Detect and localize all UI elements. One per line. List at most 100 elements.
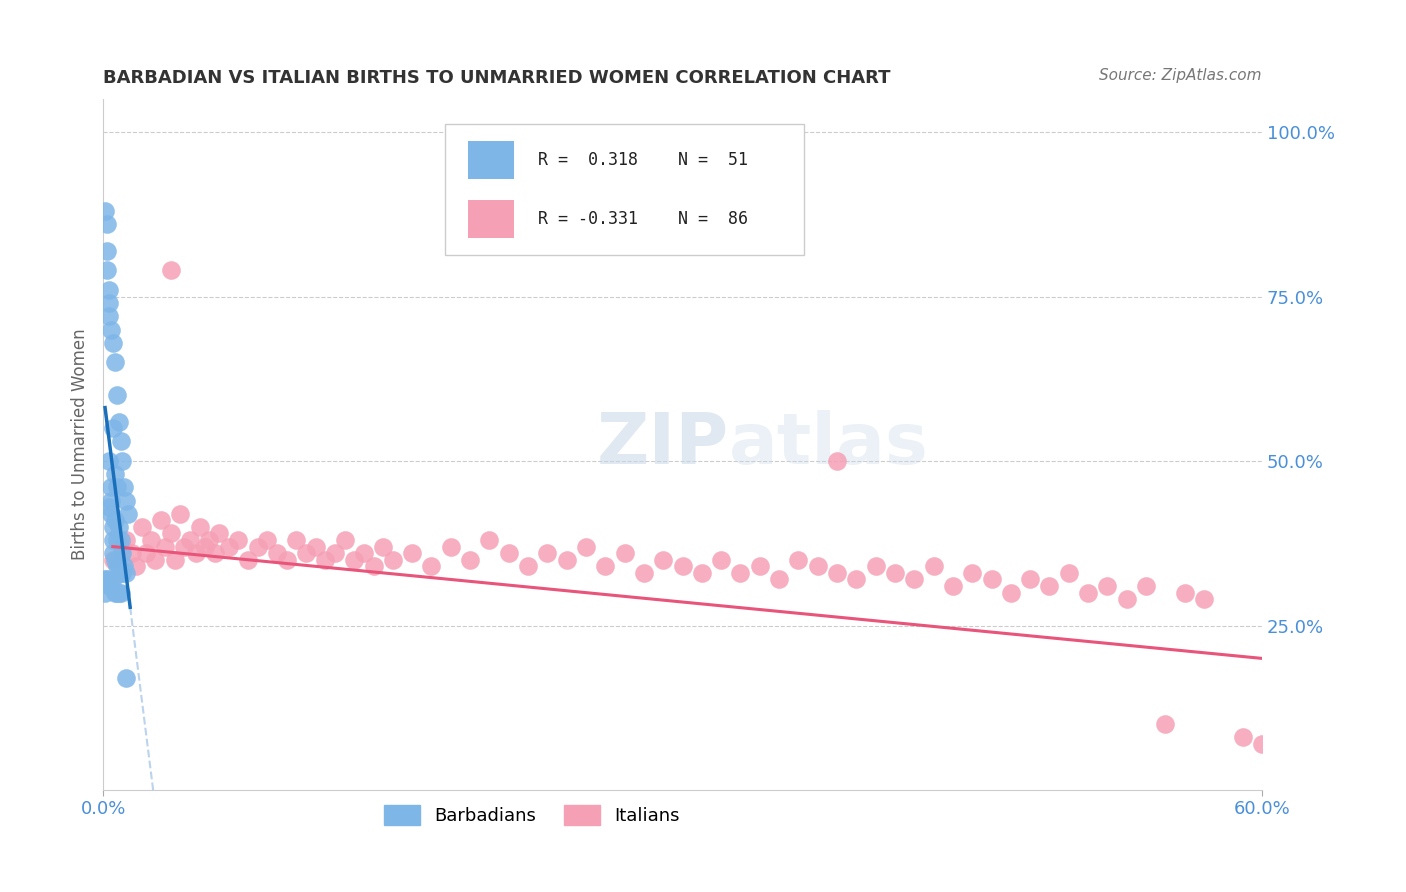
Point xyxy=(96,244,118,258)
Point xyxy=(710,553,733,567)
Point xyxy=(105,480,128,494)
Point xyxy=(373,540,395,554)
Point xyxy=(517,559,540,574)
Point xyxy=(922,559,945,574)
Point xyxy=(100,480,122,494)
Point xyxy=(101,573,124,587)
Point xyxy=(117,507,139,521)
Point xyxy=(115,493,138,508)
Point xyxy=(104,513,127,527)
Point xyxy=(204,546,226,560)
Point xyxy=(115,566,138,580)
Point xyxy=(960,566,983,580)
Point xyxy=(276,553,298,567)
Point xyxy=(690,566,713,580)
Y-axis label: Births to Unmarried Women: Births to Unmarried Women xyxy=(72,329,89,560)
Point xyxy=(96,573,118,587)
Point xyxy=(575,540,598,554)
Point xyxy=(163,553,186,567)
Point xyxy=(111,540,134,554)
Point xyxy=(105,559,128,574)
Point xyxy=(304,540,326,554)
Point xyxy=(94,204,117,219)
Point xyxy=(246,540,269,554)
Point xyxy=(169,507,191,521)
Point xyxy=(825,454,848,468)
Point xyxy=(314,553,336,567)
Point xyxy=(105,388,128,402)
Point xyxy=(115,671,138,685)
Point xyxy=(104,553,127,567)
Point xyxy=(218,540,240,554)
Point xyxy=(104,467,127,482)
Point xyxy=(110,566,132,580)
Text: BARBADIAN VS ITALIAN BIRTHS TO UNMARRIED WOMEN CORRELATION CHART: BARBADIAN VS ITALIAN BIRTHS TO UNMARRIED… xyxy=(103,69,890,87)
Point xyxy=(1019,573,1042,587)
Point xyxy=(105,585,128,599)
Text: ZIP: ZIP xyxy=(596,410,728,479)
Point xyxy=(112,559,135,574)
Text: Source: ZipAtlas.com: Source: ZipAtlas.com xyxy=(1099,69,1263,83)
Point xyxy=(100,579,122,593)
Point xyxy=(107,559,129,574)
Point xyxy=(1154,717,1177,731)
Point xyxy=(787,553,810,567)
Point xyxy=(980,573,1002,587)
Point xyxy=(1135,579,1157,593)
Point xyxy=(150,513,173,527)
Text: R = -0.331    N =  86: R = -0.331 N = 86 xyxy=(537,210,748,227)
Point xyxy=(198,533,221,547)
Point xyxy=(125,559,148,574)
Point xyxy=(236,553,259,567)
Point xyxy=(381,553,404,567)
Point xyxy=(111,566,134,580)
Point xyxy=(884,566,907,580)
Point xyxy=(115,533,138,547)
Point xyxy=(143,553,166,567)
Point xyxy=(748,559,770,574)
Point xyxy=(1077,585,1099,599)
Point xyxy=(97,500,120,515)
Point xyxy=(96,218,118,232)
Point xyxy=(285,533,308,547)
Point xyxy=(333,533,356,547)
Point xyxy=(101,421,124,435)
Point xyxy=(1038,579,1060,593)
Point xyxy=(256,533,278,547)
Point xyxy=(228,533,250,547)
Point xyxy=(903,573,925,587)
Point xyxy=(188,520,211,534)
Point xyxy=(807,559,830,574)
Point xyxy=(131,520,153,534)
Point xyxy=(1097,579,1119,593)
Point xyxy=(478,533,501,547)
Point xyxy=(652,553,675,567)
Point xyxy=(153,540,176,554)
Point xyxy=(94,573,117,587)
Point xyxy=(179,533,201,547)
Point xyxy=(942,579,965,593)
Point xyxy=(110,585,132,599)
Point xyxy=(266,546,288,560)
Point xyxy=(1115,592,1137,607)
Point xyxy=(194,540,217,554)
Point xyxy=(101,533,124,547)
Point xyxy=(112,480,135,494)
Point xyxy=(97,454,120,468)
Point xyxy=(173,540,195,554)
Point xyxy=(107,520,129,534)
Point xyxy=(440,540,463,554)
Point xyxy=(97,296,120,310)
Point xyxy=(159,526,181,541)
Point xyxy=(730,566,752,580)
Point xyxy=(121,546,143,560)
Point xyxy=(1174,585,1197,599)
Point xyxy=(208,526,231,541)
Point xyxy=(536,546,558,560)
Point xyxy=(1232,731,1254,745)
Point xyxy=(135,546,157,560)
Point xyxy=(1057,566,1080,580)
Point xyxy=(458,553,481,567)
Point xyxy=(184,546,207,560)
Point xyxy=(100,322,122,336)
